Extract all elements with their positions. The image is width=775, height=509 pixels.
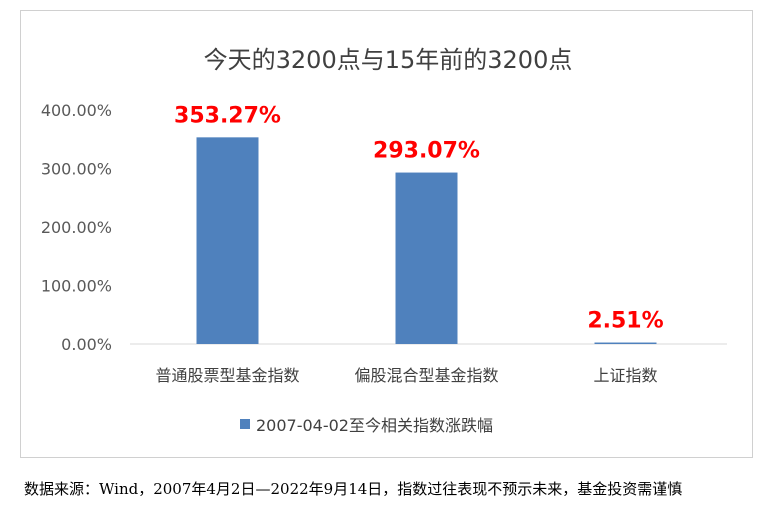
y-axis: 0.00% 100.00% 200.00% 300.00% 400.00% xyxy=(41,101,112,354)
y-tick-label: 0.00% xyxy=(61,335,112,354)
y-tick-label: 100.00% xyxy=(41,277,112,296)
data-label: 2.51% xyxy=(587,309,663,334)
x-tick-label: 偏股混合型基金指数 xyxy=(354,366,498,385)
legend: 2007-04-02至今相关指数涨跌幅 xyxy=(240,416,493,435)
x-tick-label: 普通股票型基金指数 xyxy=(155,366,299,385)
x-tick-label: 上证指数 xyxy=(593,366,657,385)
legend-swatch xyxy=(240,419,250,429)
y-tick-label: 200.00% xyxy=(41,218,112,237)
data-labels-group: 353.27% 293.07% 2.51% xyxy=(174,103,664,333)
bars-group xyxy=(196,137,657,344)
bar xyxy=(196,137,259,344)
source-footnote: 数据来源：Wind，2007年4月2日—2022年9月14日，指数过往表现不预示… xyxy=(24,480,683,498)
bar xyxy=(395,172,458,344)
legend-label: 2007-04-02至今相关指数涨跌幅 xyxy=(256,416,493,435)
y-tick-label: 400.00% xyxy=(41,101,112,120)
data-label: 353.27% xyxy=(174,103,281,128)
bar-chart: 今天的3200点与15年前的3200点 0.00% 100.00% 200.00% 3… xyxy=(41,46,727,435)
x-axis: 普通股票型基金指数 偏股混合型基金指数 上证指数 xyxy=(155,366,657,385)
chart-frame xyxy=(20,10,753,458)
data-label: 293.07% xyxy=(373,139,480,164)
bar xyxy=(594,342,657,344)
chart-title: 今天的3200点与15年前的3200点 xyxy=(204,46,573,74)
y-tick-label: 300.00% xyxy=(41,160,112,179)
